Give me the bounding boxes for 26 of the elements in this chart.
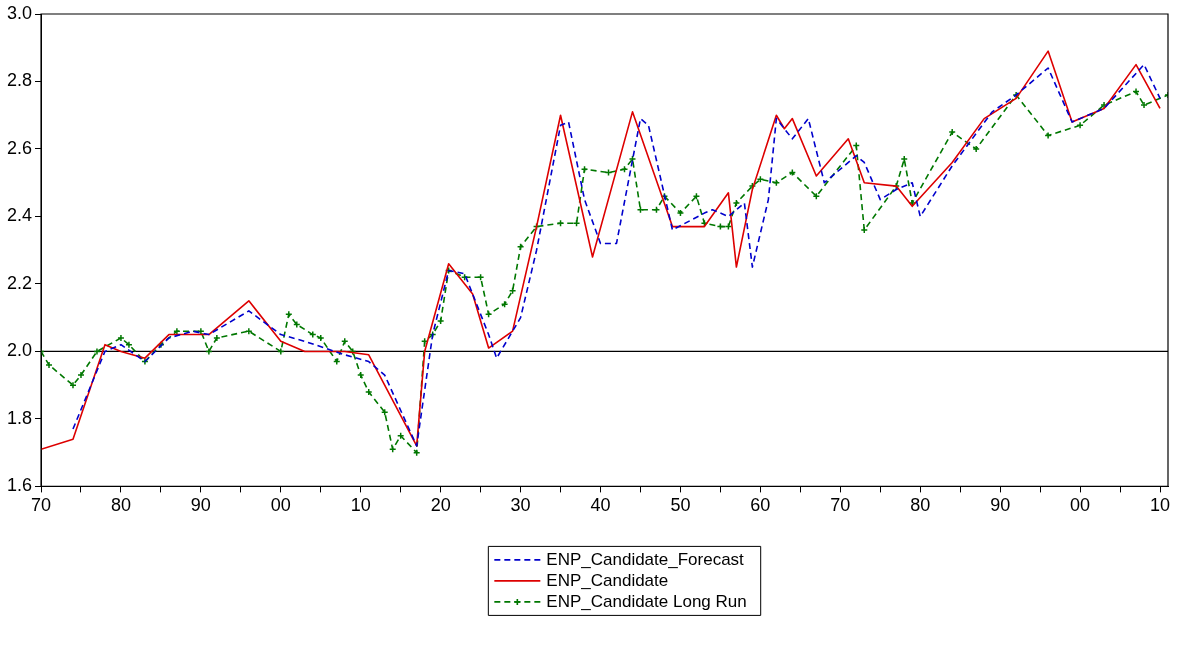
x-tick-label: 10	[350, 495, 371, 516]
y-tick-label: 1.8	[6, 407, 33, 428]
x-tick-label: 50	[670, 495, 691, 516]
legend-label: ENP_Candidate Long Run	[546, 591, 747, 611]
y-tick-label: 3.0	[6, 2, 33, 23]
y-tick-label: 2.8	[6, 70, 33, 91]
y-tick-label: 2.0	[6, 340, 33, 361]
x-tick-label: 20	[430, 495, 451, 516]
x-tick-label: 80	[910, 495, 931, 516]
x-tick-label: 70	[31, 495, 52, 516]
x-tick-label: 00	[270, 495, 291, 516]
x-tick-label: 80	[110, 495, 131, 516]
x-tick-label: 60	[750, 495, 771, 516]
x-tick-label: 10	[1149, 495, 1171, 516]
y-tick-label: 2.6	[6, 137, 33, 158]
x-tick-label: 40	[590, 495, 611, 516]
legend-label: ENP_Candidate	[546, 570, 669, 590]
x-tick-label: 90	[190, 495, 211, 516]
x-tick-label: 90	[990, 495, 1011, 516]
y-tick-label: 2.4	[6, 205, 33, 226]
x-tick-label: 70	[830, 495, 851, 516]
legend-label: ENP_Candidate_Forecast	[546, 549, 745, 569]
x-tick-label: 00	[1070, 495, 1091, 516]
y-tick-label: 2.2	[6, 272, 33, 293]
y-tick-label: 1.6	[6, 475, 33, 496]
x-tick-label: 30	[510, 495, 531, 516]
